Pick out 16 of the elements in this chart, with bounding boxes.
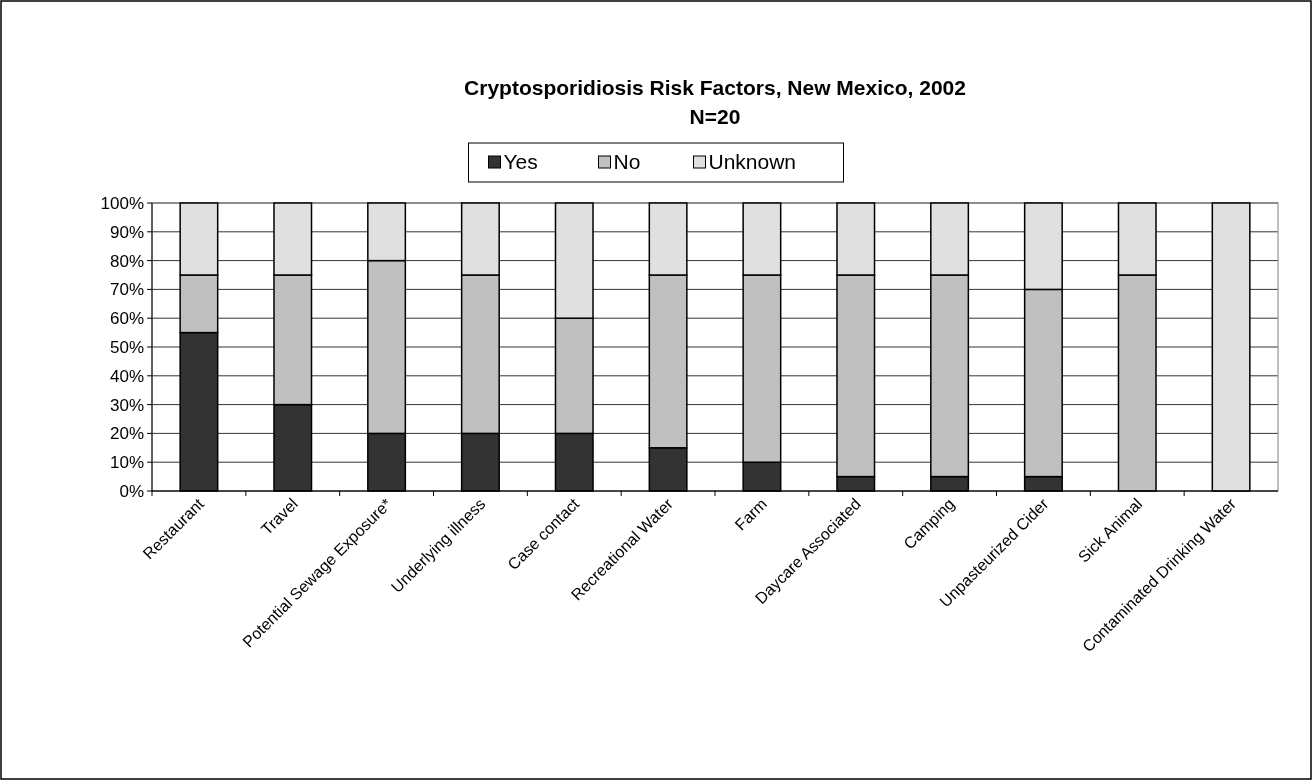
chart-title: Cryptosporidiosis Risk Factors, New Mexico, 2002 (464, 76, 966, 99)
legend-label: Unknown (708, 150, 797, 174)
chart-subtitle: N=20 (689, 105, 741, 128)
y-tick-label: 70% (109, 280, 144, 300)
y-tick-label: 20% (109, 424, 144, 444)
legend-label: Yes (503, 150, 538, 174)
y-tick-label: 10% (109, 453, 144, 473)
y-tick-label: 100% (100, 193, 144, 213)
y-tick-label: 90% (109, 222, 144, 242)
y-tick-label: 0% (119, 481, 144, 501)
y-tick-label: 80% (109, 251, 144, 271)
y-tick-label: 50% (109, 337, 144, 357)
legend-label: No (613, 150, 641, 174)
y-tick-label: 40% (109, 366, 144, 386)
y-tick-label: 60% (109, 309, 144, 329)
y-tick-label: 30% (109, 395, 144, 415)
